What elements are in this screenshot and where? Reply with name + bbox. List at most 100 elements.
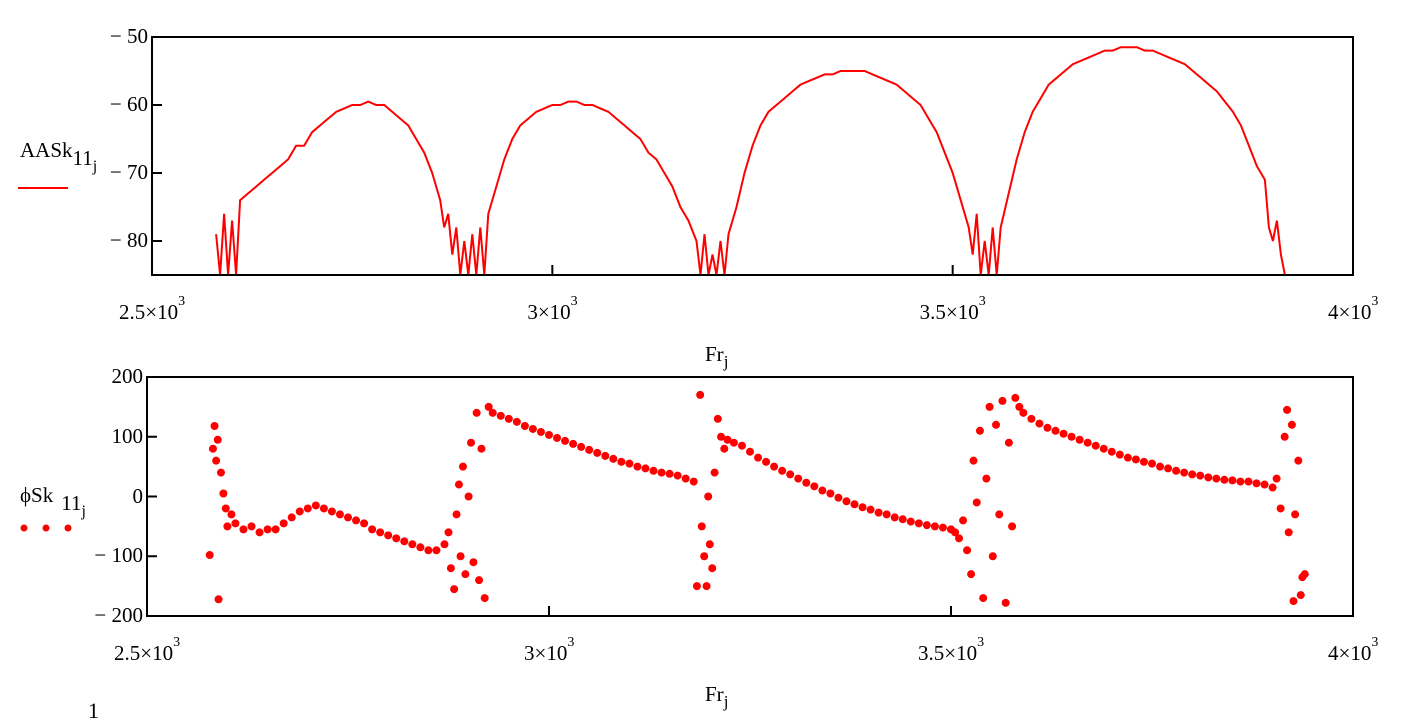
phase-data-point (985, 402, 994, 411)
phase-data-point (705, 540, 714, 549)
phase-data-point (696, 390, 705, 399)
phase-data-point (704, 492, 713, 501)
phase-data-point (360, 519, 369, 528)
amplitude-series-line (215, 46, 1289, 276)
plot2-legend-label: ϕSk 11j (20, 483, 86, 520)
phase-data-point (969, 456, 978, 465)
phase-data-point (1287, 420, 1296, 429)
y-tick-label: − 70 (109, 160, 148, 184)
xlabel-main: Fr (705, 342, 724, 366)
phase-data-point (713, 414, 722, 423)
phase-data-point (1148, 459, 1156, 468)
phase-data-point (866, 505, 875, 514)
phase-data-point (700, 552, 709, 561)
phase-data-point (770, 462, 779, 471)
phase-data-point (400, 537, 409, 546)
phase-data-point (458, 462, 467, 471)
phase-data-point (432, 546, 441, 555)
phase-data-point (1188, 470, 1197, 479)
phase-data-point (344, 513, 352, 522)
phase-data-point (212, 456, 221, 465)
phase-data-point (794, 474, 803, 483)
phase-data-point (633, 462, 642, 471)
phase-data-point (665, 469, 674, 478)
phase-data-point (1107, 447, 1116, 456)
phase-data-point (1115, 450, 1124, 459)
xlabel-sub: j (723, 352, 729, 371)
phase-data-point (376, 528, 385, 537)
phase-data-point (512, 417, 521, 426)
phase-data-point (657, 468, 666, 477)
y-tick-label: − 100 (94, 543, 143, 568)
phase-data-point (1294, 456, 1303, 465)
phase-data-point (416, 543, 425, 552)
phase-data-point (1268, 483, 1277, 492)
phase-data-point (469, 558, 478, 567)
phase-data-point (311, 501, 320, 510)
phase-data-point (778, 466, 787, 475)
y-tick-label: − 50 (109, 24, 148, 48)
phase-data-point (601, 451, 610, 460)
phase-data-point (327, 507, 336, 516)
phase-data-point (444, 528, 453, 537)
phase-data-point (287, 513, 296, 522)
legend-name: ϕSk (20, 483, 54, 507)
phase-data-point (1244, 477, 1253, 486)
x-tick-label: 3.5×103 (919, 294, 986, 324)
y-tick-label: − 80 (109, 228, 148, 252)
legend-subsub: j (92, 158, 98, 175)
phase-data-point (536, 427, 545, 436)
phase-data-point (221, 504, 230, 513)
phase-data-point (271, 525, 280, 534)
phase-data-point (810, 482, 819, 491)
phase-data-point (1296, 591, 1305, 600)
phase-data-point (951, 528, 960, 537)
phase-data-point (1283, 405, 1292, 414)
phase-data-point (213, 435, 222, 444)
phase-data-point (723, 435, 732, 444)
phase-data-point (561, 436, 570, 445)
phase-data-point (528, 424, 537, 433)
phase-data-point (227, 510, 236, 519)
phase-data-point (1204, 473, 1213, 482)
phase-data-point (988, 552, 997, 561)
phase-data-point (874, 508, 883, 517)
x-tick-label: 3×103 (524, 635, 575, 665)
phase-data-point (569, 439, 578, 448)
phase-data-point (1228, 476, 1237, 485)
phase-data-point (995, 510, 1004, 519)
phase-data-point (1284, 528, 1293, 537)
phase-data-point (231, 519, 240, 528)
phase-data-point (1272, 474, 1281, 483)
phase-data-point (263, 525, 272, 534)
phase-data-point (1172, 466, 1181, 475)
phase-data-point (1075, 435, 1084, 444)
phase-data-point (673, 471, 682, 480)
phase-data-point (938, 523, 947, 532)
phase-data-point (239, 525, 248, 534)
phase-data-point (1300, 570, 1309, 579)
phase-data-point (1289, 597, 1298, 606)
x-tick-label: 4×103 (1328, 294, 1379, 324)
phase-data-point (710, 468, 719, 477)
phase-data-point (1260, 480, 1269, 489)
phase-data-point (464, 492, 473, 501)
phase-data-point (746, 447, 754, 456)
phase-data-point (754, 453, 763, 462)
phase-data-point (593, 448, 602, 457)
phase-data-point (1180, 468, 1189, 477)
phase-data-point (480, 594, 489, 603)
phase-data-point (617, 457, 626, 466)
x-tick-label: 4×103 (1328, 635, 1379, 665)
phase-data-point (641, 464, 650, 473)
phase-data-point (1236, 477, 1245, 486)
phase-data-point (717, 432, 726, 441)
y-tick-label: 0 (132, 483, 144, 508)
plot1-xlabel: Frj (705, 342, 728, 371)
phase-data-point (689, 477, 698, 486)
phase-data-point (205, 551, 214, 560)
phase-data-point (553, 433, 562, 442)
phase-data-point (982, 474, 991, 483)
phase-data-point (392, 534, 401, 543)
phase-data-point (1280, 432, 1289, 441)
